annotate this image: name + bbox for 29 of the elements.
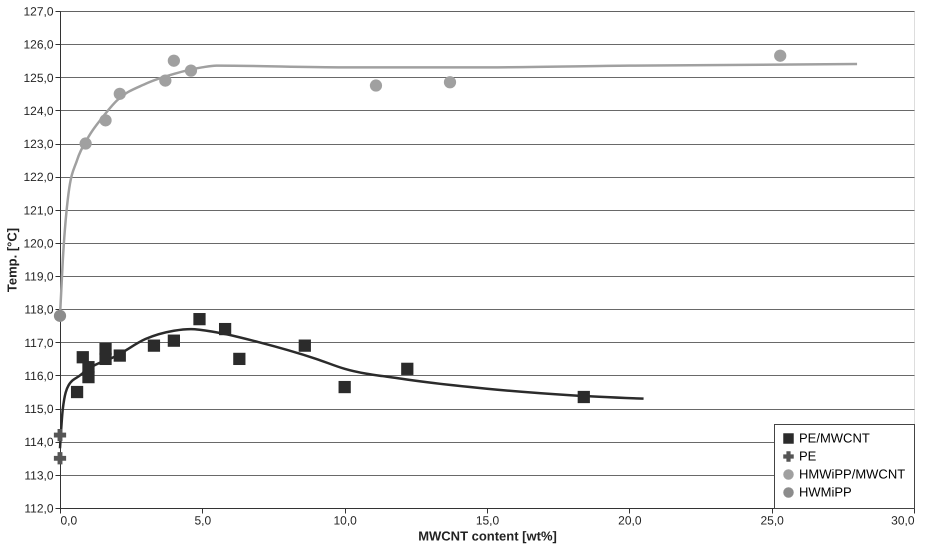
y-tick-label: 127,0 [23,4,54,18]
x-tick-label: 25,0 [760,514,784,528]
y-tick-label: 116,0 [24,368,54,383]
y-tick-label: 122,0 [23,170,54,184]
y-tick-label: 115,0 [24,402,54,416]
y-tick-label: 125,0 [23,70,54,85]
x-tick-label: 5,0 [194,514,212,528]
y-tick-label: 126,0 [23,38,54,52]
y-tick-label: 113,0 [24,468,54,482]
y-tick-label: 123,0 [23,137,54,152]
y-tick-label: 118,0 [24,302,54,317]
legend-label: PE [799,448,817,464]
y-tick-label: 119,0 [24,270,54,284]
x-tick-label: 15,0 [476,514,500,528]
y-tick-label: 112,0 [24,502,54,516]
y-tick-label: 117,0 [24,336,54,350]
y-tick-label: 120,0 [23,236,54,250]
y-tick-label: 121,0 [23,203,54,218]
y-tick-label: 114,0 [24,435,54,450]
x-axis-title: MWCNT content [wt%] [418,528,557,544]
y-axis-title: Temp. [°C] [4,228,20,292]
legend-label: HMWiPP/MWCNT [799,466,906,482]
x-tick-label: 0,0 [60,514,78,528]
x-tick-label: 10,0 [333,514,358,528]
y-tick-label: 124,0 [23,104,54,118]
legend-label: PE/MWCNT [799,430,870,446]
x-tick-label: 20,0 [618,514,642,528]
x-tick-label: 30,0 [891,514,915,528]
legend-label: HWMiPP [799,484,852,500]
